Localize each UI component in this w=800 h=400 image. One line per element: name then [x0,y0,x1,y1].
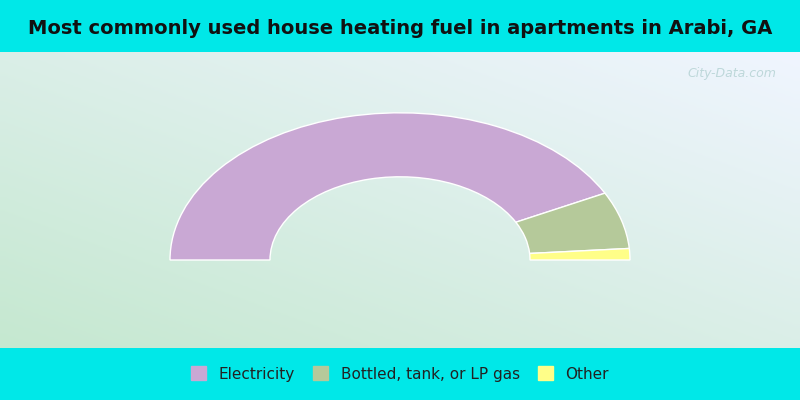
Wedge shape [516,193,630,254]
Wedge shape [170,113,605,260]
Text: City-Data.com: City-Data.com [687,67,776,80]
Legend: Electricity, Bottled, tank, or LP gas, Other: Electricity, Bottled, tank, or LP gas, O… [186,362,614,386]
Text: Most commonly used house heating fuel in apartments in Arabi, GA: Most commonly used house heating fuel in… [28,19,772,38]
Wedge shape [530,248,630,260]
